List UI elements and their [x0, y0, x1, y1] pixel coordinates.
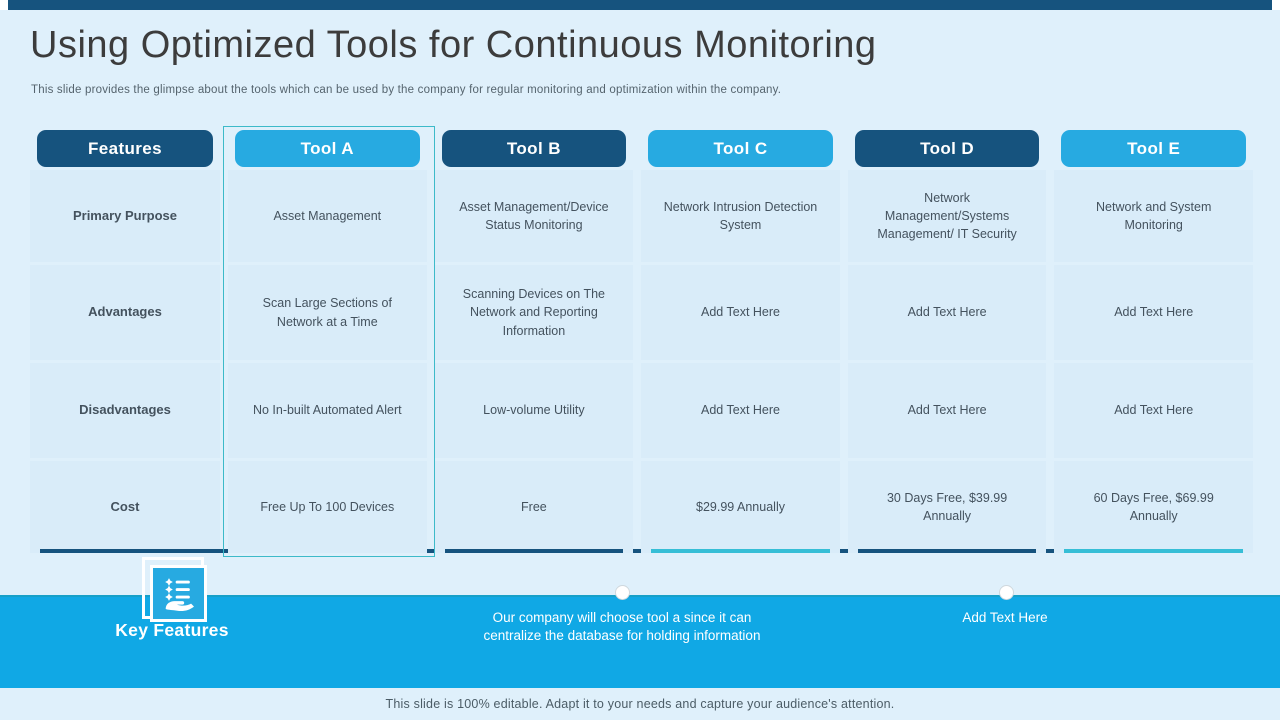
column-header-tool-d[interactable]: Tool D — [854, 130, 1040, 167]
table-cell: Network Management/Systems Management/ I… — [847, 170, 1047, 262]
row-label-disadvantages: Disadvantages — [30, 363, 220, 458]
connector-dot — [615, 585, 630, 600]
column-underline — [42, 549, 210, 553]
row-label-cost: Cost — [30, 461, 220, 553]
cell-text: Free Up To 100 Devices — [260, 499, 395, 514]
column-header-features[interactable]: Features — [37, 130, 213, 167]
column-header-tool-a[interactable]: Tool A — [235, 130, 420, 167]
table-cell[interactable]: Add Text Here — [641, 363, 840, 458]
cell-text: $29.99 Annually — [696, 499, 785, 514]
top-accent-bar — [8, 0, 1272, 10]
table-cell: No In-built Automated Alert — [228, 363, 427, 458]
table-cell: Low-volume Utility — [434, 363, 634, 458]
band-note-tool-choice: Our company will choose tool a since it … — [483, 610, 761, 643]
row-label-advantages: Advantages — [30, 265, 220, 360]
table-cell[interactable]: Add Text Here — [641, 265, 840, 360]
table-cell: Network Intrusion Detection System — [641, 170, 840, 262]
table-cell: Free Up To 100 Devices — [228, 461, 427, 553]
cell-text: 60 Days Free, $69.99 Annually — [1093, 490, 1214, 523]
column-header-tool-b[interactable]: Tool B — [441, 130, 627, 167]
footer-note: This slide is 100% editable. Adapt it to… — [385, 697, 895, 711]
table-cell: Asset Management — [228, 170, 427, 262]
table-cell: Network and System Monitoring — [1054, 170, 1253, 262]
column-underline — [1064, 549, 1243, 553]
table-cell: Scan Large Sections of Network at a Time — [228, 265, 427, 360]
page-title: Using Optimized Tools for Continuous Mon… — [30, 24, 877, 66]
table-cell: 60 Days Free, $69.99 Annually — [1054, 461, 1253, 553]
key-features-label: Key Features — [115, 620, 229, 640]
subtitle: This slide provides the glimpse about th… — [31, 84, 782, 96]
column-underline — [651, 549, 830, 553]
cell-text: Free — [521, 499, 547, 514]
table-cell: 30 Days Free, $39.99 Annually — [847, 461, 1047, 553]
table-cell[interactable]: Add Text Here — [1054, 265, 1253, 360]
table-cell: Scanning Devices on The Network and Repo… — [434, 265, 634, 360]
band-note-placeholder[interactable]: Add Text Here — [962, 610, 1048, 625]
table-cell[interactable]: Add Text Here — [847, 363, 1047, 458]
column-header-tool-c[interactable]: Tool C — [648, 130, 833, 167]
hand-holding-checklist-icon — [150, 565, 207, 622]
tools-comparison-table: Features Tool A Tool B Tool C Tool D Too… — [30, 130, 1253, 553]
column-underline — [444, 549, 624, 553]
column-header-tool-e[interactable]: Tool E — [1061, 130, 1246, 167]
table-cell: Asset Management/Device Status Monitorin… — [434, 170, 634, 262]
table-cell: $29.99 Annually — [641, 461, 840, 553]
table-cell[interactable]: Add Text Here — [1054, 363, 1253, 458]
connector-dot — [999, 585, 1014, 600]
cell-text: 30 Days Free, $39.99 Annually — [886, 490, 1008, 523]
column-underline — [857, 549, 1037, 553]
table-cell: Free — [434, 461, 634, 553]
row-label-primary-purpose: Primary Purpose — [30, 170, 220, 262]
table-cell[interactable]: Add Text Here — [847, 265, 1047, 360]
bottom-band — [0, 595, 1280, 688]
